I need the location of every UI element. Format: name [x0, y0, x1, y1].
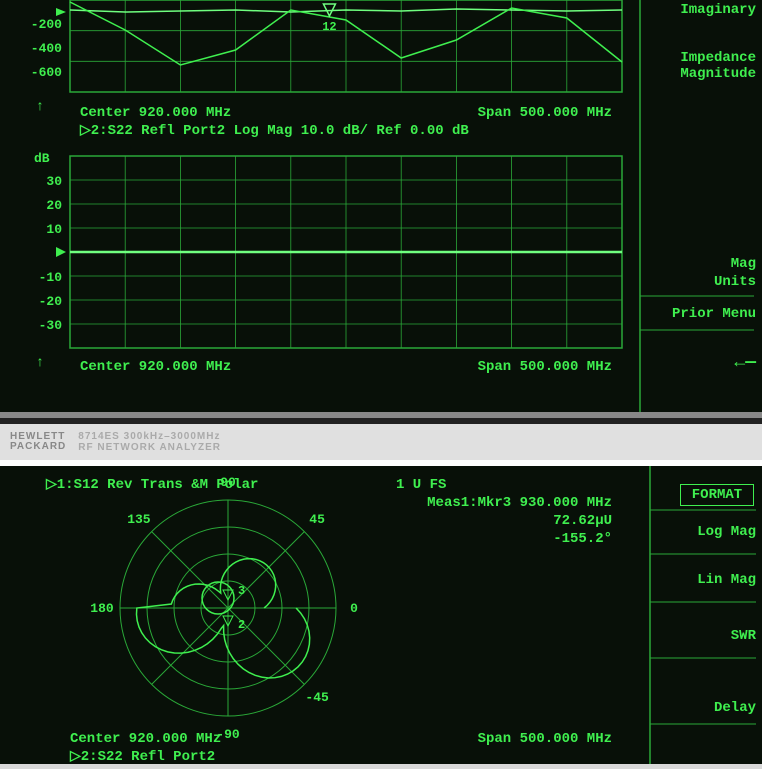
svg-text:Span 500.000 MHz: Span 500.000 MHz: [478, 359, 612, 375]
svg-text:Span 500.000 MHz: Span 500.000 MHz: [478, 731, 612, 747]
svg-text:72.62μU: 72.62μU: [553, 513, 612, 529]
menu-item-lin-mag[interactable]: Lin Mag: [670, 572, 762, 588]
bottom-svg: ▷1:S12 Rev Trans &M Polar1 U FSMeas1:Mkr…: [0, 466, 762, 764]
svg-text:▷2:S22 Refl Port2 Log Mag: ▷2:S22 Refl Port2 Log Mag 10.0 dB/ Ref 0…: [79, 123, 469, 139]
menu-item-magnitude[interactable]: Magnitude: [670, 66, 762, 82]
menu-item-mag[interactable]: Mag: [670, 256, 762, 272]
back-arrow-icon[interactable]: ←—: [670, 353, 762, 373]
menu-item-units[interactable]: Units: [670, 274, 762, 290]
menu-item-prior-menu[interactable]: Prior Menu: [670, 306, 762, 322]
svg-text:-30: -30: [39, 318, 63, 333]
instrument-label: HEWLETT PACKARD 8714ES 300kHz–3000MHz RF…: [0, 424, 762, 460]
svg-text:30: 30: [46, 174, 62, 189]
menu-item-delay[interactable]: Delay: [670, 700, 762, 716]
svg-text:3: 3: [238, 584, 245, 598]
svg-text:-400: -400: [31, 41, 62, 56]
svg-text:dB: dB: [34, 151, 50, 166]
menu-item-swr[interactable]: SWR: [670, 628, 762, 644]
svg-text:-45: -45: [305, 690, 329, 705]
svg-text:Meas1:Mkr3 930.000 MHz: Meas1:Mkr3 930.000 MHz: [427, 495, 612, 511]
svg-text:135: 135: [127, 512, 151, 527]
svg-text:↑: ↑: [36, 99, 44, 115]
svg-text:Center 920.000 MHz: Center 920.000 MHz: [80, 359, 231, 375]
svg-text:-200: -200: [31, 17, 62, 32]
svg-text:-10: -10: [39, 270, 63, 285]
menu-item-imaginary[interactable]: Imaginary: [670, 2, 762, 18]
svg-text:45: 45: [309, 512, 325, 527]
menu-item-impedance[interactable]: Impedance: [670, 50, 762, 66]
svg-text:-600: -600: [31, 65, 62, 80]
svg-text:180: 180: [90, 601, 114, 616]
menu-item-log-mag[interactable]: Log Mag: [670, 524, 762, 540]
analyzer-screen-bottom: ▷1:S12 Rev Trans &M Polar1 U FSMeas1:Mkr…: [0, 466, 762, 764]
brand-line2: PACKARD: [10, 442, 66, 452]
top-svg: -200 -400 -600 12 ↑ Center 920.000 MHz Span 50…: [0, 0, 762, 412]
svg-text:Span 500.000 MHz: Span 500.000 MHz: [478, 105, 612, 121]
svg-text:Center 920.000 MHz: Center 920.000 MHz: [70, 731, 221, 747]
svg-text:↑: ↑: [36, 355, 44, 371]
svg-text:90: 90: [220, 475, 236, 490]
analyzer-screen-top: -200 -400 -600 12 ↑ Center 920.000 MHz Span 50…: [0, 0, 762, 412]
svg-text:0: 0: [350, 601, 358, 616]
svg-text:2: 2: [238, 618, 245, 632]
instrument-bezel: [0, 412, 762, 424]
desc-text: RF NETWORK ANALYZER: [78, 442, 221, 453]
menu-item-format[interactable]: FORMAT: [680, 484, 754, 506]
svg-text:20: 20: [46, 198, 62, 213]
svg-text:12: 12: [322, 20, 336, 34]
model-text: 8714ES 300kHz–3000MHz: [78, 431, 220, 442]
svg-text:Center 920.000 MHz: Center 920.000 MHz: [80, 105, 231, 121]
svg-text:1 U FS: 1 U FS: [396, 477, 446, 493]
svg-text:10: 10: [46, 222, 62, 237]
svg-text:-155.2°: -155.2°: [553, 531, 612, 547]
svg-text:-20: -20: [39, 294, 63, 309]
